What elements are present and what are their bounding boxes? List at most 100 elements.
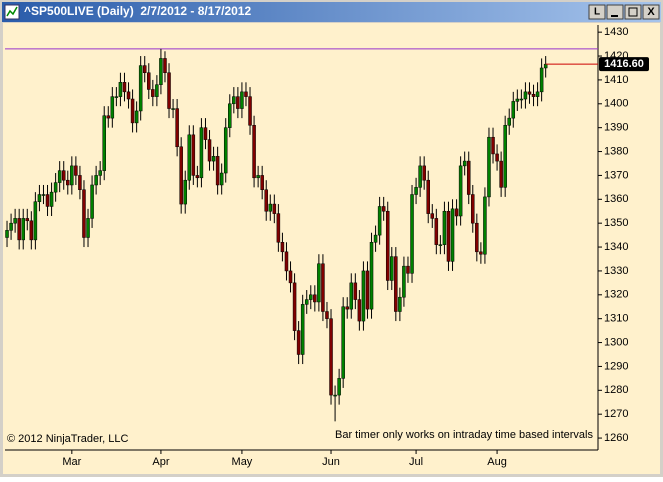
- candle-body: [183, 179, 187, 205]
- candle-body: [430, 213, 435, 219]
- candle-body: [191, 134, 196, 176]
- candle-body: [523, 91, 528, 100]
- candle-body: [256, 175, 260, 179]
- candle-body: [300, 304, 305, 355]
- candle-body: [539, 67, 544, 93]
- candle-body: [475, 222, 479, 253]
- candle-body: [398, 296, 402, 312]
- candle-body: [499, 160, 503, 188]
- x-tick-label: Aug: [487, 456, 507, 468]
- candle-body: [260, 175, 264, 190]
- candle-body: [381, 206, 386, 212]
- candle-body: [147, 72, 151, 90]
- candle-body: [483, 196, 487, 255]
- candle-body: [207, 139, 212, 162]
- candle-body: [244, 91, 248, 97]
- y-tick-label: 1340: [604, 241, 628, 253]
- copyright: © 2012 NinjaTrader, LLC: [7, 433, 128, 445]
- candle-body: [215, 156, 220, 186]
- x-tick-label: Mar: [62, 456, 81, 468]
- candle-body: [9, 222, 13, 231]
- candle-body: [466, 160, 471, 195]
- candle-body: [357, 299, 362, 322]
- restore-button[interactable]: [588, 4, 606, 20]
- candle-body: [61, 170, 66, 181]
- candle-body: [462, 160, 467, 167]
- y-tick-label: 1370: [604, 169, 628, 181]
- candle-body: [155, 84, 159, 97]
- candle-body: [361, 270, 366, 322]
- y-tick-label: 1330: [604, 265, 628, 277]
- candle-body: [126, 91, 131, 100]
- candle-body: [317, 263, 321, 303]
- candle-body: [503, 125, 507, 188]
- candle-body: [487, 136, 491, 198]
- candle-body: [98, 170, 102, 176]
- candle-body: [369, 242, 374, 310]
- candle-body: [272, 203, 277, 214]
- last-price-label: 1416.60: [604, 58, 644, 70]
- candle-body: [292, 282, 297, 331]
- candle-body: [527, 91, 532, 95]
- candle-body: [29, 220, 34, 241]
- candle-body: [268, 203, 273, 212]
- candle-body: [130, 98, 135, 124]
- chart-background: [3, 23, 660, 474]
- x-tick-label: Jul: [409, 456, 423, 468]
- candle-body: [325, 311, 329, 319]
- candle-body: [78, 175, 82, 190]
- candle-body: [134, 110, 139, 124]
- close-button[interactable]: [642, 4, 660, 20]
- last-price-box: [599, 57, 649, 72]
- candle-body: [341, 306, 345, 379]
- candle-body: [535, 91, 540, 97]
- candle-body: [471, 194, 475, 224]
- y-tick-label: 1360: [604, 193, 628, 205]
- candle-body: [171, 108, 175, 110]
- y-tick-label: 1290: [604, 360, 628, 372]
- candle-body: [410, 194, 414, 274]
- candle-body: [110, 96, 115, 119]
- candle-body: [454, 208, 459, 217]
- candle-body: [94, 175, 98, 186]
- bar-timer-note: Bar timer only works on intraday time ba…: [335, 429, 593, 441]
- candle-body: [511, 101, 516, 119]
- candle-body: [280, 242, 285, 253]
- candle-body: [33, 201, 38, 241]
- candle-body: [74, 165, 78, 176]
- candle-body: [66, 179, 70, 186]
- candle-body: [519, 98, 524, 101]
- candle-body: [70, 165, 74, 186]
- y-tick-label: 1430: [604, 26, 628, 38]
- candle-body: [211, 156, 216, 162]
- candle-body: [240, 91, 244, 109]
- candle-body: [345, 306, 349, 310]
- candle-body: [228, 103, 232, 128]
- app-icon-glyph: [6, 6, 18, 17]
- candle-body: [422, 165, 426, 181]
- y-tick-label: 1350: [604, 217, 628, 229]
- candle-body: [122, 82, 127, 93]
- candle-body: [264, 189, 268, 212]
- candle-body: [49, 191, 54, 207]
- candle-body: [377, 206, 382, 236]
- candle-body: [434, 218, 439, 245]
- candle-body: [45, 194, 50, 207]
- candle-body: [438, 244, 443, 246]
- y-tick-label: 1260: [604, 432, 628, 444]
- candle-body: [450, 208, 455, 262]
- candle-body: [507, 117, 511, 126]
- candle-body: [151, 89, 155, 97]
- maximize-glyph: [628, 7, 638, 17]
- candle-body: [90, 184, 94, 219]
- candle-body: [236, 96, 240, 109]
- candle-body: [414, 187, 418, 195]
- restore-glyph: L: [594, 7, 600, 18]
- y-tick-label: 1270: [604, 408, 628, 420]
- candle-body: [138, 65, 143, 112]
- maximize-button[interactable]: [624, 4, 642, 20]
- candle-body: [426, 179, 430, 214]
- candle-body: [288, 270, 293, 284]
- candle-body: [163, 58, 167, 74]
